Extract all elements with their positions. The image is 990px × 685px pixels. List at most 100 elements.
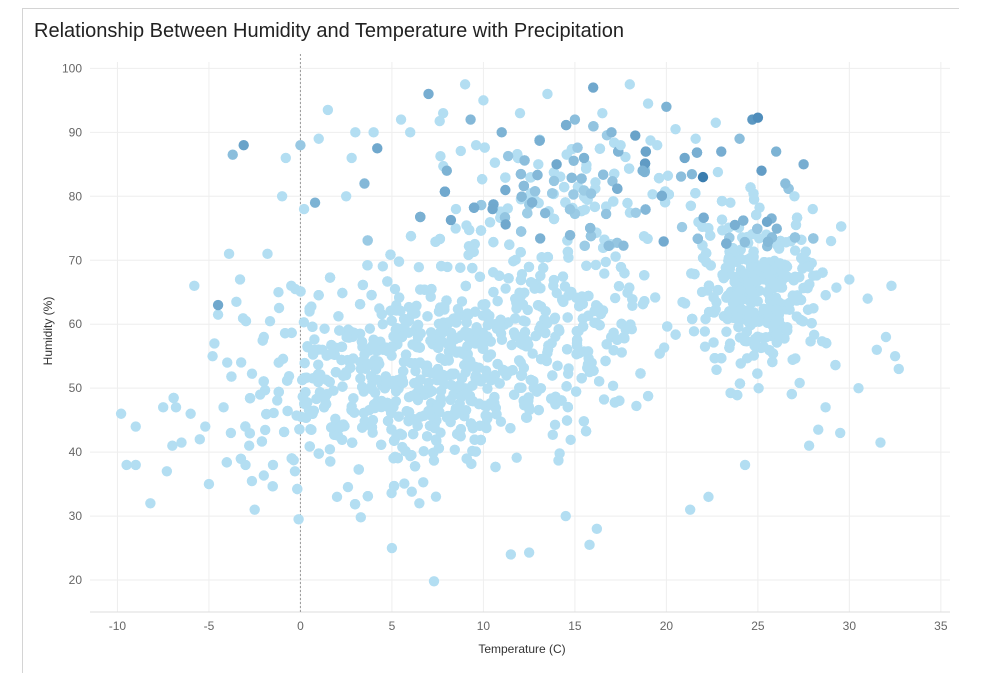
data-point [476,174,488,185]
data-point [405,450,416,462]
data-point [767,321,779,332]
data-point [334,325,345,336]
data-point [455,145,466,157]
data-point [662,170,674,181]
data-point [739,459,751,471]
data-point [739,236,751,248]
data-point [500,184,511,196]
data-points [115,79,904,587]
data-point [157,402,169,413]
data-point [381,377,392,389]
data-point [762,287,773,298]
data-point [418,477,429,488]
data-point [297,391,309,402]
data-point [600,256,611,268]
data-point [686,313,698,325]
data-point [732,389,743,401]
data-point [235,357,247,368]
data-point [460,405,472,416]
data-point [606,127,617,138]
data-point [456,296,468,307]
data-point [368,127,379,138]
data-point [130,459,141,471]
data-point [576,173,587,184]
data-point [258,331,270,343]
data-point [798,159,809,170]
data-point [564,204,576,215]
data-point [729,219,741,231]
data-point [425,291,436,303]
data-point [620,324,632,335]
data-point [504,239,515,250]
data-point [572,142,583,153]
data-point [445,214,457,226]
data-point [398,313,410,325]
data-point [312,359,324,370]
data-point [784,297,795,309]
data-point [853,382,864,394]
data-point [346,152,357,164]
data-point [314,387,326,398]
data-point [422,311,433,322]
data-point [741,326,752,338]
data-point [600,355,611,367]
data-point [409,358,421,369]
data-point [209,338,220,349]
data-point [717,225,728,236]
data-point [354,299,366,310]
data-point [382,345,393,357]
data-point [385,305,396,316]
data-point [304,441,315,452]
data-point [588,121,599,132]
data-point [264,316,276,327]
data-point [356,381,368,393]
y-tick-label: 50 [69,381,83,395]
data-point [562,246,574,258]
data-point [289,466,301,477]
data-point [479,142,490,153]
data-point [240,459,251,471]
data-point [612,183,623,194]
data-point [640,204,651,215]
data-point [435,151,446,162]
data-point [460,280,471,292]
x-tick-label: 0 [297,619,304,633]
data-point [502,150,514,162]
data-point [679,298,691,309]
data-point [787,354,798,365]
data-point [515,168,527,180]
data-point [725,197,736,208]
data-point [418,446,429,457]
data-point [307,349,319,360]
data-point [753,383,764,394]
data-point [772,240,783,251]
data-point [571,334,583,346]
data-point [710,117,721,128]
data-point [463,224,475,236]
data-point [357,279,369,291]
data-point [376,401,387,413]
data-point [488,236,499,248]
data-point [465,361,476,372]
data-point [698,212,709,223]
data-point [388,435,400,446]
data-point [577,298,588,310]
data-point [762,236,774,247]
data-point [353,464,364,475]
y-axis-title: Humidity (%) [41,297,55,366]
data-point [533,300,544,311]
data-point [542,251,554,263]
data-point [371,359,383,371]
data-point [362,260,373,271]
data-point [547,429,558,441]
data-point [425,335,436,346]
data-point [650,292,661,303]
data-point [540,306,551,317]
data-point [760,332,772,343]
data-point [474,271,486,282]
data-point [703,280,715,291]
data-point [720,262,732,274]
data-point [595,308,607,320]
y-tick-label: 90 [69,125,83,139]
data-point [326,339,337,351]
